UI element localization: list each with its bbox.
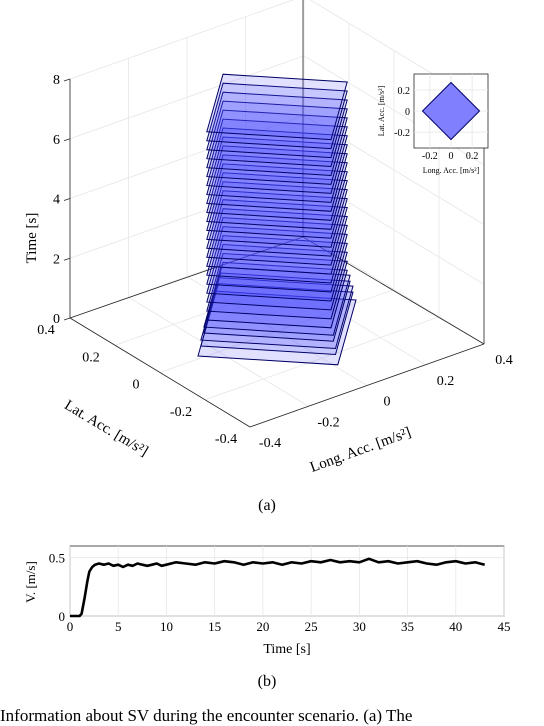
x-tick-label-b: 25: [305, 619, 318, 634]
time-layer-polygon: [206, 217, 348, 284]
inset-x-label: Long. Acc. [m/s²]: [423, 166, 480, 175]
time-layer-polygon: [206, 109, 348, 177]
time-layer-polygon: [206, 235, 348, 302]
x-tick-label-b: 40: [449, 619, 462, 634]
x-tick-label-b: 30: [353, 619, 366, 634]
x-tick-label: 0: [384, 395, 391, 410]
z-tick-mark: [63, 138, 71, 142]
z-tick-label: 8: [53, 73, 60, 88]
time-layer-polygon: [206, 118, 348, 185]
x-tick-label-b: 35: [401, 619, 414, 634]
polygon-layers: [197, 73, 357, 366]
time-layer-polygon: [206, 100, 348, 168]
panel-b-line-chart: 0 5 10 15 20 25 30 35 40 45 0 0.5 Time [s] V. [m/s]…: [23, 545, 511, 690]
time-layer-polygon: [206, 82, 348, 150]
time-layer-polygon: [206, 73, 348, 141]
x-tick-label-b: 15: [208, 619, 221, 634]
time-layer-polygon: [206, 181, 348, 248]
y-tick-label-b: 0: [59, 609, 66, 624]
time-layer-polygon: [206, 226, 348, 293]
inset-ticks: -0.2 0 0.2 -0.2 0 0.2: [394, 86, 478, 162]
z-axis-label: Time [s]: [24, 213, 40, 264]
inset-x-tick-label: -0.2: [422, 151, 438, 162]
time-layer-polygon: [203, 272, 351, 342]
inset-y-tick-label: 0.2: [398, 86, 411, 97]
time-layer-polygon: [206, 252, 348, 320]
z-tick-label: 4: [53, 193, 60, 208]
panel-b-label: (b): [258, 673, 277, 690]
x-tick-label: -0.4: [259, 436, 281, 451]
time-layer-polygon: [206, 145, 348, 212]
inset-y-tick-label: 0: [405, 107, 410, 118]
axis-frame: [69, 0, 485, 428]
y-tick-label: 0.2: [82, 350, 100, 365]
y-tick-label: 0.4: [37, 323, 55, 338]
wall-grid-z: [69, 174, 485, 285]
x-tick-label-b: 45: [498, 619, 511, 634]
inset-polygon: [421, 81, 481, 141]
z-tick-label: 2: [53, 252, 60, 267]
z-tick-label: 0: [53, 312, 60, 327]
x-axis-label: Long. Acc. [m/s²]: [308, 425, 413, 476]
ticks-3d: 0 2 4 6 8 -0.4 -0.2 0 0.2 0.4 -0.4 -0.2 0 0.2 0.4: [37, 73, 513, 451]
inset-y-tick-label: -0.2: [394, 128, 410, 139]
wall-grid-z: [69, 0, 485, 106]
time-layer-polygon: [206, 243, 348, 311]
y-axis-label-b: V. [m/s]: [23, 561, 38, 603]
y-tick-label: -0.4: [215, 432, 237, 447]
time-layer-polygon: [197, 290, 357, 366]
x-tick-label: 0.2: [437, 374, 455, 389]
x-tick-label-b: 5: [115, 619, 122, 634]
time-layer-polygon: [206, 163, 348, 230]
plot-frame: [69, 545, 505, 617]
time-layer-polygon: [206, 136, 348, 203]
y-tick-label: -0.2: [170, 405, 192, 420]
figure-caption: Information about SV during the encounte…: [0, 706, 413, 725]
x-axis-label-b: Time [s]: [263, 642, 310, 657]
y-tick-label: 0: [133, 378, 140, 393]
time-layer-polygon: [206, 91, 348, 159]
z-tick-mark: [63, 198, 71, 201]
y-tick-label-b: 0.5: [49, 551, 65, 566]
y-axis-label: Lat. Acc. [m/s²]: [61, 397, 150, 459]
time-layer-polygon: [206, 199, 348, 266]
z-tick-mark: [63, 78, 71, 82]
x-tick-label-b: 0: [67, 619, 74, 634]
time-layer-polygon: [206, 172, 348, 239]
time-layer-polygon: [206, 261, 348, 329]
time-layer-polygon: [206, 190, 348, 257]
x-tick-label: 0.4: [495, 353, 513, 368]
x-tick-label: -0.2: [317, 415, 339, 430]
time-layer-polygon: [200, 283, 354, 356]
time-layer-polygon: [206, 154, 348, 221]
x-tick-label-b: 10: [160, 619, 173, 634]
z-tick-mark: [63, 317, 71, 321]
panel-a-3d-chart: 0 2 4 6 8 -0.4 -0.2 0 0.2 0.4 -0.4 -0.2 0 0.2 0.4 Time…: [24, 0, 513, 514]
inset-x-tick-label: 0: [449, 151, 454, 162]
time-layer-polygon: [206, 208, 348, 275]
inset-x-tick-label: 0.2: [466, 151, 479, 162]
z-tick-label: 6: [53, 133, 60, 148]
grid-b: [69, 546, 505, 617]
time-layer-polygon: [206, 127, 348, 194]
z-tick-mark: [63, 257, 71, 261]
x-tick-label-b: 20: [256, 619, 269, 634]
ticks-b: 0 5 10 15 20 25 30 35 40 45 0 0.5: [49, 551, 511, 634]
inset-y-label: Lat. Acc. [m/s²]: [377, 85, 386, 136]
inset-chart: -0.2 0 0.2 -0.2 0 0.2 Long. Acc. [m/s²] Lat. …: [377, 73, 489, 175]
speed-series-line: [70, 557, 486, 618]
panel-a-label: (a): [258, 497, 276, 514]
